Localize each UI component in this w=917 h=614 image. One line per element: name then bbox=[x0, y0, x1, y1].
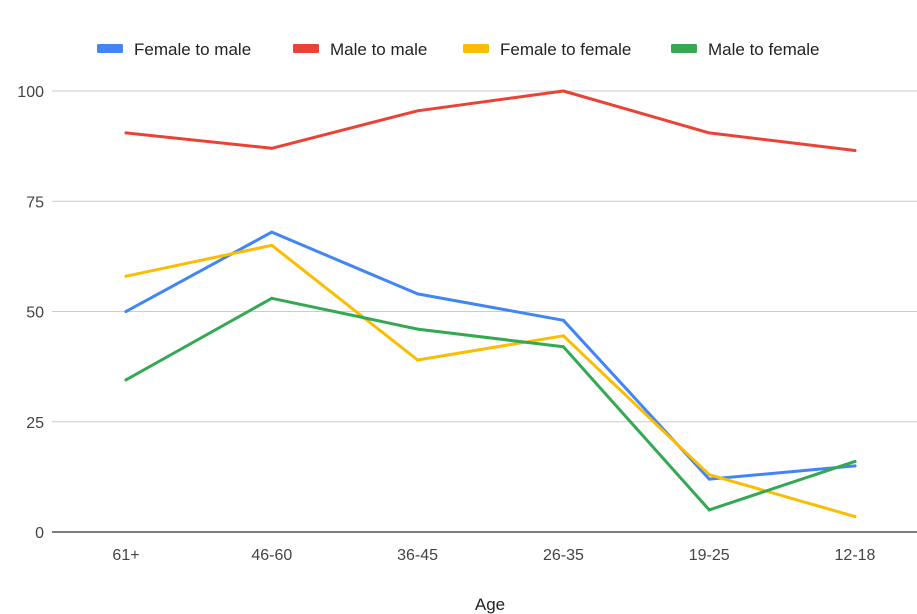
data-point bbox=[270, 230, 274, 234]
legend-label: Female to male bbox=[134, 40, 251, 59]
legend-item: Female to female bbox=[463, 40, 631, 59]
data-point bbox=[561, 318, 565, 322]
series-line bbox=[124, 296, 857, 512]
data-point bbox=[707, 473, 711, 477]
series-2 bbox=[124, 243, 857, 519]
x-axis-title: Age bbox=[475, 595, 505, 614]
data-point bbox=[561, 89, 565, 93]
y-tick-label: 75 bbox=[26, 194, 44, 211]
y-axis-tick-labels: 0 25 50 75 100 bbox=[17, 84, 44, 542]
data-point bbox=[124, 378, 128, 382]
series-3 bbox=[124, 296, 857, 512]
series-1 bbox=[124, 89, 857, 153]
data-point bbox=[707, 508, 711, 512]
x-tick-label: 19-25 bbox=[689, 547, 730, 564]
y-tick-label: 0 bbox=[35, 525, 44, 542]
data-point bbox=[124, 131, 128, 135]
data-point bbox=[124, 310, 128, 313]
data-point bbox=[853, 515, 857, 519]
x-tick-label: 36-45 bbox=[397, 547, 438, 564]
legend-label: Male to female bbox=[708, 40, 820, 59]
x-tick-label: 12-18 bbox=[835, 547, 876, 564]
legend-swatch bbox=[293, 44, 319, 53]
legend-item: Female to male bbox=[97, 40, 251, 59]
y-tick-label: 50 bbox=[26, 305, 44, 322]
data-point bbox=[707, 131, 711, 135]
legend-swatch bbox=[97, 44, 123, 53]
x-tick-label: 26-35 bbox=[543, 547, 584, 564]
y-gridlines bbox=[52, 90, 917, 533]
data-point bbox=[270, 243, 274, 247]
data-point bbox=[416, 109, 420, 113]
data-point bbox=[270, 146, 274, 150]
data-point bbox=[853, 459, 857, 463]
series-line bbox=[124, 243, 857, 519]
series-line bbox=[124, 89, 857, 152]
data-point bbox=[416, 358, 420, 362]
legend-item: Male to male bbox=[293, 40, 427, 59]
legend-item: Male to female bbox=[671, 40, 820, 59]
data-point bbox=[561, 334, 565, 338]
x-tick-label: 46-60 bbox=[251, 547, 292, 564]
legend-label: Female to female bbox=[500, 40, 631, 59]
legend: Female to male Male to male Female to fema… bbox=[97, 40, 820, 59]
data-point bbox=[416, 292, 420, 296]
data-point bbox=[853, 149, 857, 153]
x-tick-label: 61+ bbox=[112, 547, 139, 564]
legend-swatch bbox=[463, 44, 489, 53]
data-point bbox=[707, 477, 711, 481]
series-0 bbox=[124, 230, 857, 481]
series-line bbox=[124, 230, 857, 481]
data-point bbox=[270, 296, 274, 300]
y-tick-label: 100 bbox=[17, 84, 44, 101]
data-point bbox=[416, 327, 420, 331]
data-point bbox=[853, 464, 857, 468]
data-point bbox=[124, 274, 128, 278]
x-axis-tick-labels: 61+ 46-60 36-45 26-35 19-25 12-18 bbox=[112, 547, 875, 564]
legend-swatch bbox=[671, 44, 697, 53]
y-tick-label: 25 bbox=[26, 415, 44, 432]
data-point bbox=[561, 345, 565, 349]
series-lines bbox=[124, 89, 857, 519]
legend-label: Male to male bbox=[330, 40, 427, 59]
